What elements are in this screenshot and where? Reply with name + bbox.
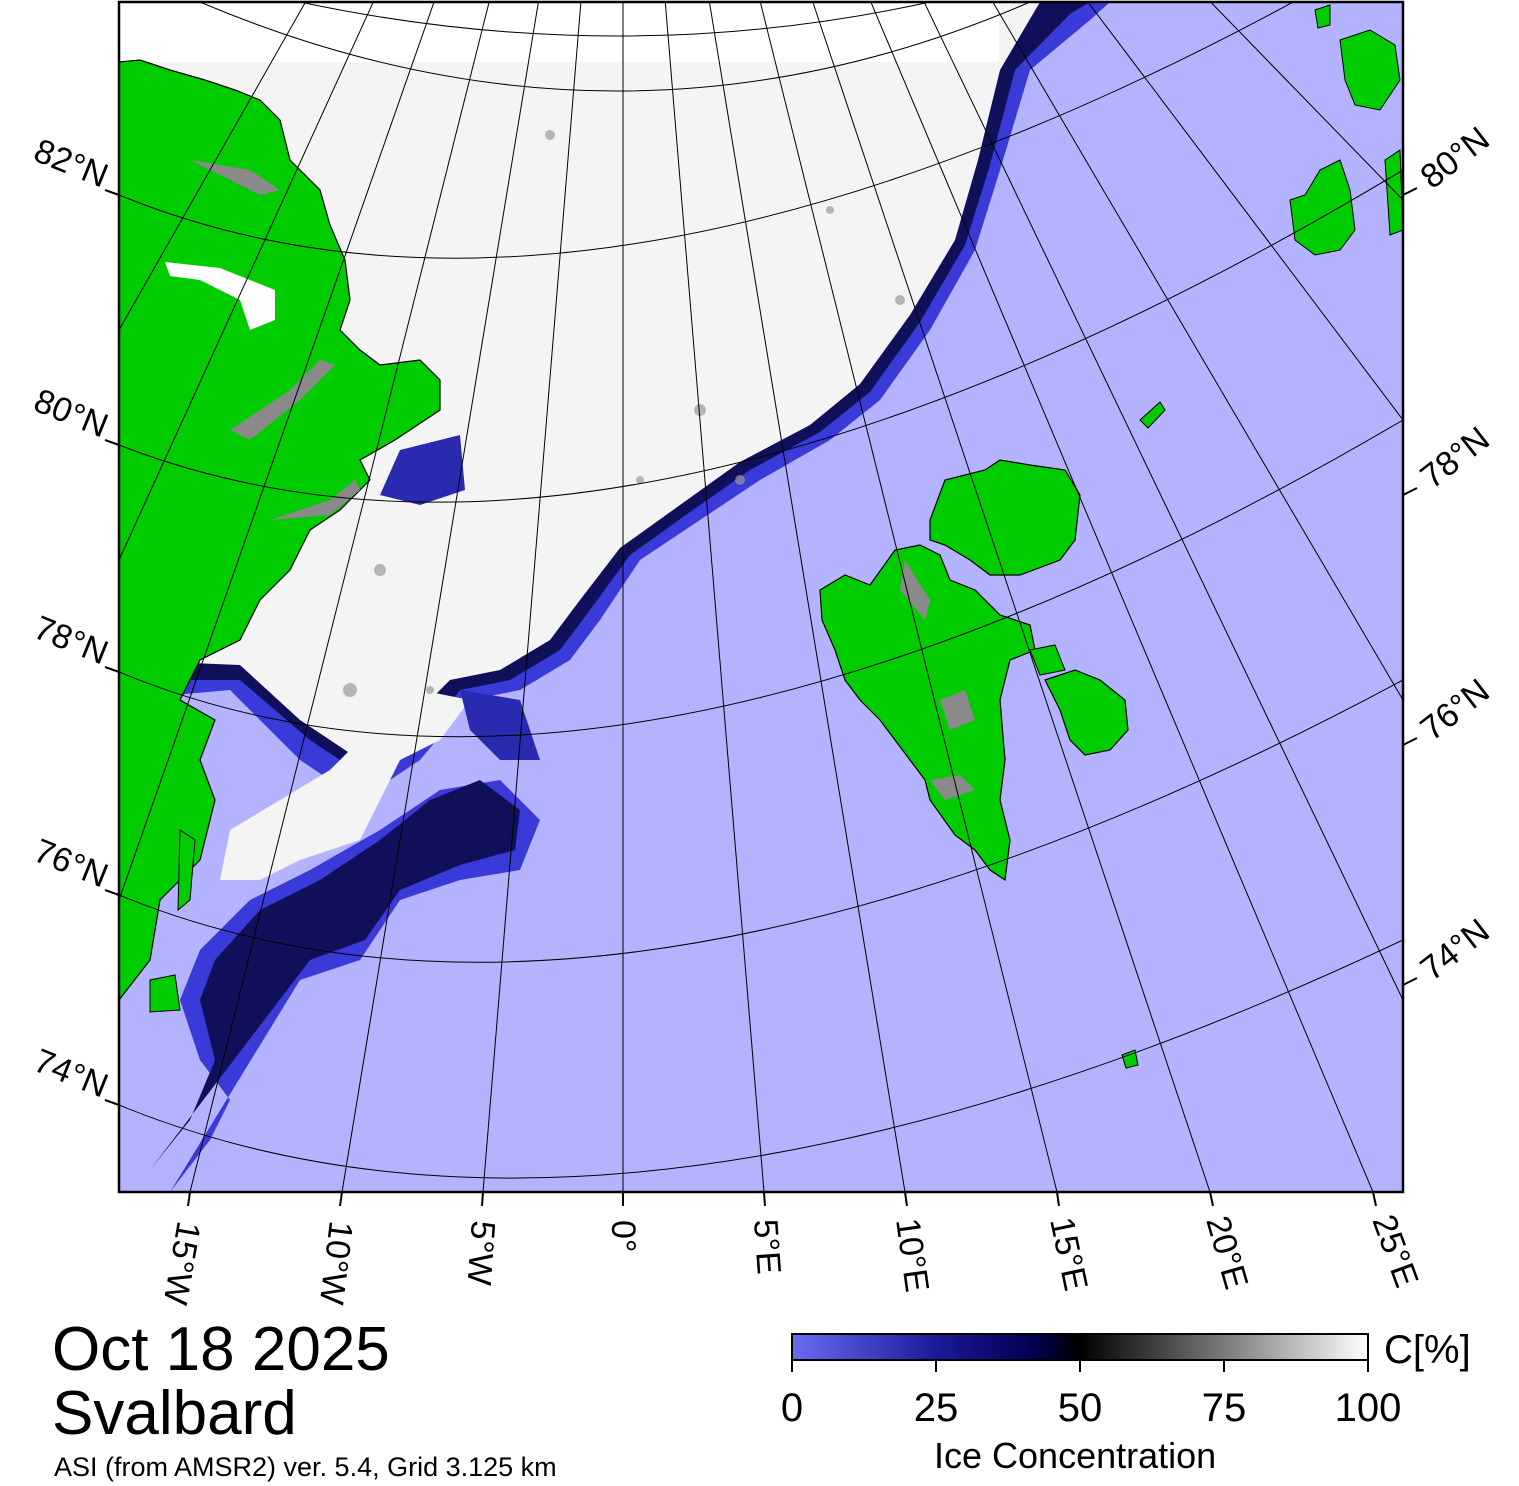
lon-label-5e: 5°E [746,1218,788,1276]
lat-label-left-74n: 74°N [29,1042,114,1106]
lon-label-25e: 25°E [1364,1210,1425,1293]
lat-label-right-76n: 76°N [1414,672,1497,749]
lat-label-right-78n: 78°N [1414,420,1497,497]
colorbar-tick-50: 50 [1057,1386,1103,1430]
lon-label-15e: 15°E [1042,1214,1095,1294]
lat-label-right-74n: 74°N [1414,912,1497,989]
parallel-74n [119,939,1403,1179]
lat-label-left-76n: 76°N [29,832,114,896]
colorbar-title: Ice Concentration [934,1435,1217,1476]
lon-label-5w: 5°W [460,1219,502,1286]
lon-label-10e: 10°E [888,1216,936,1295]
colorbar-tick-100: 100 [1334,1386,1402,1430]
product-info: ASI (from AMSR2) ver. 5.4, Grid 3.125 km [54,1452,557,1482]
parallel-76n [119,679,1403,963]
franz-josef-land [1289,4,1403,256]
svalbard-edgeoya [1044,669,1129,756]
colorbar-tick-0: 0 [780,1386,804,1430]
colorbar [791,1333,1369,1361]
lon-label-20e: 20°E [1198,1212,1255,1294]
colorbar-tick-75: 75 [1201,1386,1247,1430]
map-frame [117,0,1405,1194]
lon-label-10w: 10°W [312,1219,360,1307]
colorbar-tick-25: 25 [913,1386,959,1430]
svalbard-nordaustlandet [929,459,1081,576]
greenland-land [119,59,441,1001]
lat-label-right-80n: 80°N [1414,120,1497,197]
lon-label-0: 0° [604,1220,642,1253]
lat-label-left-82n: 82°N [29,132,114,196]
region-title: Svalbard [52,1379,297,1448]
parallel-78n [119,419,1403,738]
parallel-82n [119,2,1295,259]
date-title: Oct 18 2025 [52,1315,390,1384]
lon-label-15w: 15°W [156,1219,208,1308]
lat-label-left-78n: 78°N [29,609,114,673]
lat-label-left-80n: 80°N [29,382,114,446]
parallel-80n [119,169,1403,503]
parallel-84n [199,2,1031,92]
svalbard-spitsbergen [819,544,1036,882]
pack-ice [119,2,1040,880]
colorbar-unit: C[%] [1384,1328,1471,1372]
